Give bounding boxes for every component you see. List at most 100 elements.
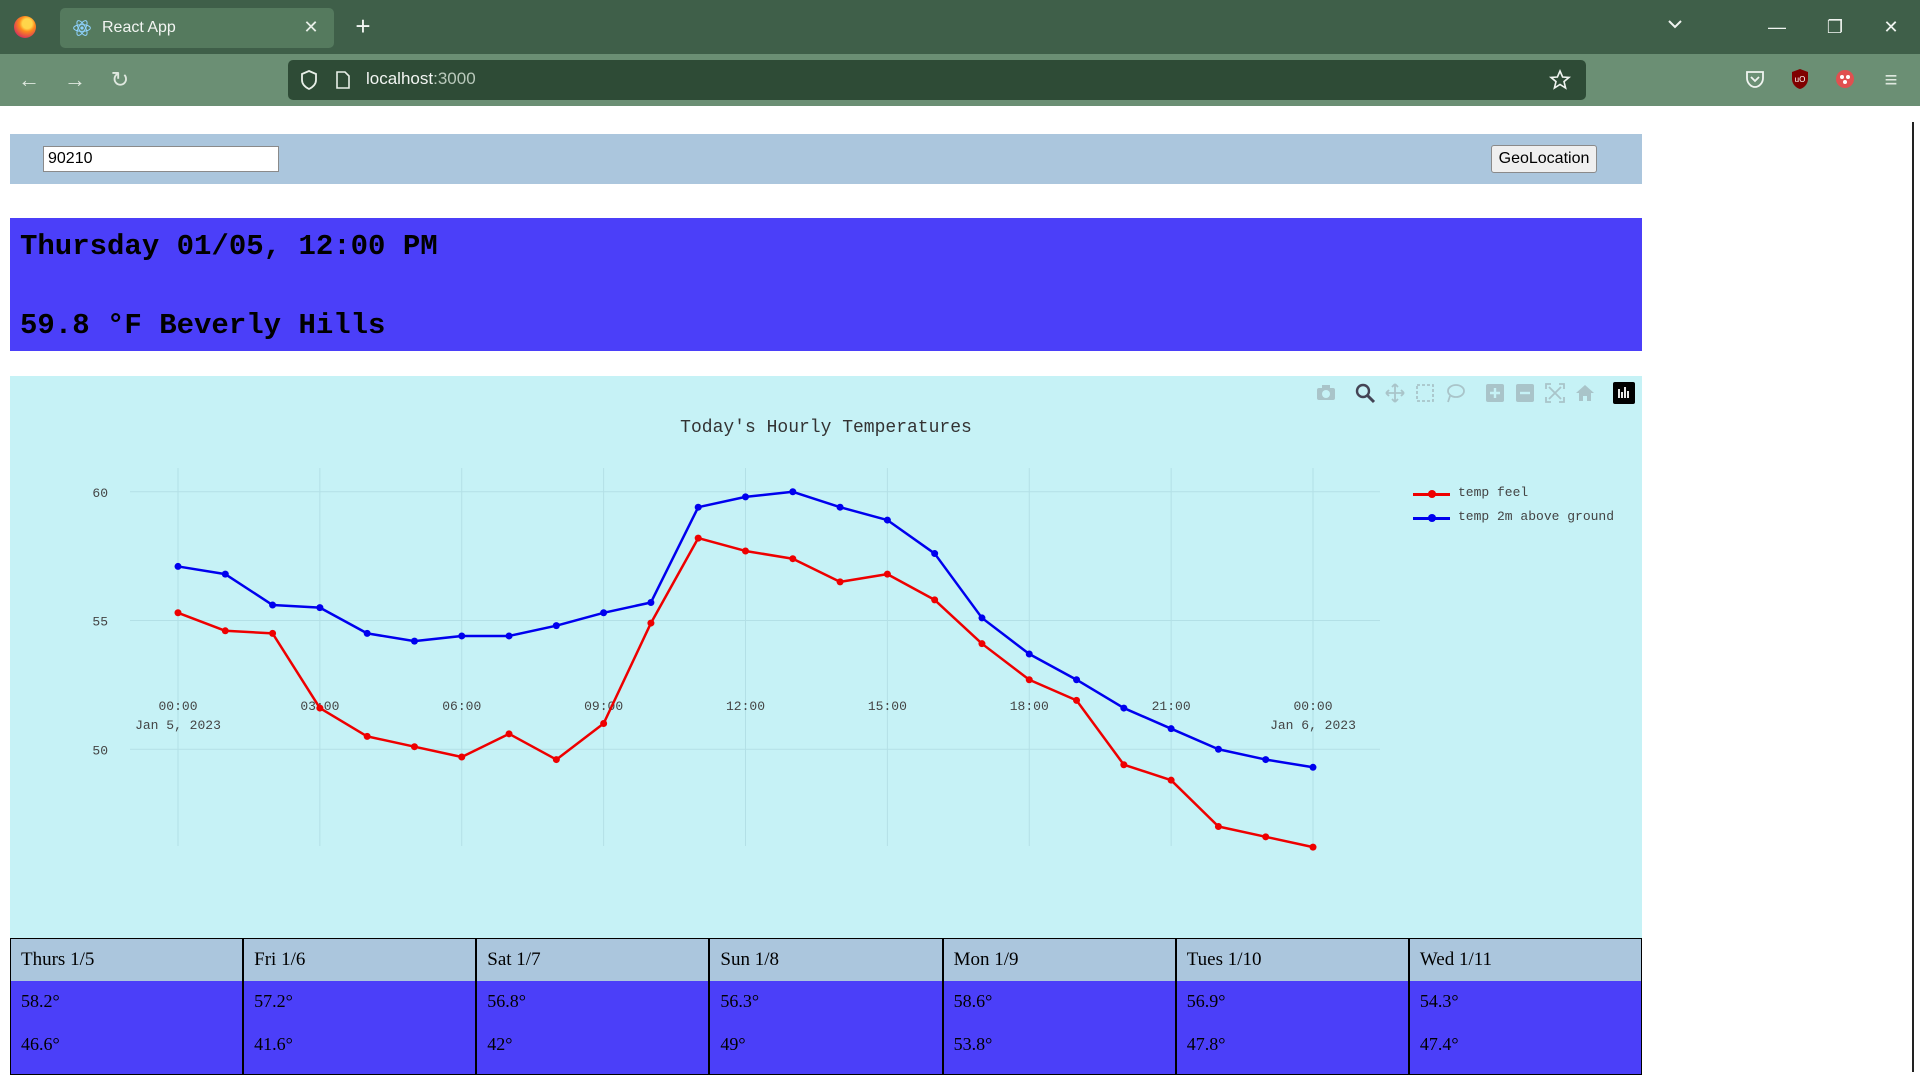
url-text[interactable]: localhost:3000 xyxy=(366,69,476,88)
back-icon[interactable]: ← xyxy=(18,67,40,92)
x-tick-label: 00:00 xyxy=(158,699,197,714)
zoom-in-icon[interactable] xyxy=(1484,382,1506,404)
data-point xyxy=(1262,756,1270,764)
data-point xyxy=(742,493,749,501)
data-point xyxy=(1309,843,1317,851)
scrollbar[interactable] xyxy=(1912,122,1914,1072)
daily-forecast: Thurs 1/5 58.2° 46.6° Fri 1/6 57.2° 41.6… xyxy=(10,938,1642,1075)
data-point xyxy=(505,730,513,738)
forward-icon[interactable]: → xyxy=(64,67,86,92)
data-point xyxy=(1120,761,1128,769)
autoscale-icon[interactable] xyxy=(1544,382,1566,404)
tab-close-icon[interactable]: ✕ xyxy=(303,17,319,37)
forecast-high: 57.2° xyxy=(254,991,293,1011)
y-tick-label: 60 xyxy=(92,486,108,501)
data-point xyxy=(883,570,891,578)
geolocation-button[interactable]: GeoLocation xyxy=(1491,145,1597,173)
x-tick-label: 15:00 xyxy=(868,699,907,714)
data-point xyxy=(221,627,229,635)
data-point xyxy=(269,601,277,609)
pocket-icon[interactable] xyxy=(1743,67,1767,91)
x-tick-label: 12:00 xyxy=(726,699,765,714)
y-tick-label: 50 xyxy=(92,743,108,758)
data-point xyxy=(174,562,182,570)
data-point xyxy=(363,629,371,637)
forecast-day-label: Fri 1/6 xyxy=(244,939,476,981)
ublock-icon[interactable]: uO xyxy=(1788,67,1812,91)
data-point xyxy=(1214,823,1222,831)
page-icon[interactable] xyxy=(334,70,352,90)
forecast-high: 58.6° xyxy=(953,991,993,1011)
forecast-low: 49° xyxy=(720,1034,746,1054)
legend-marker xyxy=(1428,490,1436,498)
data-point xyxy=(458,753,466,761)
data-point xyxy=(410,743,418,751)
browser-tab[interactable]: React App ✕ xyxy=(60,8,334,48)
x-tick-label: Jan 5, 2023 xyxy=(135,718,221,733)
data-point xyxy=(836,578,844,586)
forecast-low: 42° xyxy=(487,1034,513,1054)
react-icon xyxy=(73,20,91,36)
data-point xyxy=(789,555,797,563)
data-point xyxy=(221,570,229,578)
x-tick-label: 06:00 xyxy=(442,699,481,714)
restore-icon[interactable]: ❐ xyxy=(1826,17,1844,37)
forecast-low: 46.6° xyxy=(21,1034,60,1054)
data-point xyxy=(1167,776,1175,784)
zoom-icon[interactable] xyxy=(1354,382,1376,404)
camera-icon[interactable] xyxy=(1315,382,1337,404)
data-point xyxy=(600,720,608,728)
data-point xyxy=(1309,763,1317,771)
app-root: GeoLocation Thursday 01/05, 12:00 PM 59.… xyxy=(0,106,1920,1080)
forecast-day-label: Wed 1/11 xyxy=(1409,939,1641,981)
list-all-tabs-icon[interactable] xyxy=(1660,14,1690,40)
forecast-low: 53.8° xyxy=(953,1034,993,1054)
data-point xyxy=(742,547,749,555)
bookmark-star-icon[interactable] xyxy=(1548,68,1572,92)
lasso-select-icon[interactable] xyxy=(1444,382,1466,404)
data-point xyxy=(1025,650,1033,658)
data-point xyxy=(1214,745,1222,753)
forecast-day-label: Mon 1/9 xyxy=(943,939,1175,981)
forecast-day-label: Tues 1/10 xyxy=(1176,939,1408,981)
current-datetime: Thursday 01/05, 12:00 PM xyxy=(20,230,438,263)
x-tick-label: 18:00 xyxy=(1010,699,1049,714)
extension-icon[interactable] xyxy=(1833,67,1857,91)
pan-icon[interactable] xyxy=(1384,382,1406,404)
reload-icon[interactable]: ↻ xyxy=(110,67,130,92)
forecast-high: 58.2° xyxy=(21,991,60,1011)
plotly-logo-icon[interactable] xyxy=(1613,382,1635,404)
forecast-temps: 56.8° 42° xyxy=(477,981,709,1074)
forecast-day: Fri 1/6 57.2° 41.6° xyxy=(244,939,478,1074)
shield-icon[interactable] xyxy=(298,69,320,91)
forecast-high: 56.9° xyxy=(1186,991,1226,1011)
forecast-day-label: Sat 1/7 xyxy=(477,939,709,981)
x-tick-label: 09:00 xyxy=(584,699,623,714)
forecast-high: 56.8° xyxy=(487,991,526,1011)
data-point xyxy=(647,598,655,606)
close-window-icon[interactable]: ✕ xyxy=(1883,17,1899,37)
svg-text:uO: uO xyxy=(1795,75,1806,84)
x-tick-label: 21:00 xyxy=(1152,699,1191,714)
current-temperature: 59.8 °F Beverly Hills xyxy=(20,309,386,342)
y-tick-label: 55 xyxy=(92,615,108,630)
data-point xyxy=(1262,833,1270,841)
zip-input[interactable] xyxy=(43,146,279,172)
new-tab-icon[interactable]: + xyxy=(355,11,371,41)
box-select-icon[interactable] xyxy=(1414,382,1436,404)
reset-axes-icon[interactable] xyxy=(1574,382,1596,404)
data-point xyxy=(978,640,986,648)
data-point xyxy=(316,604,324,612)
forecast-temps: 58.2° 46.6° xyxy=(11,981,243,1074)
hourly-chart: Today's Hourly Temperatures 50 55 60 00:00 J… xyxy=(10,376,1642,939)
zoom-out-icon[interactable] xyxy=(1514,382,1536,404)
forecast-day: Wed 1/11 54.3° 47.4° xyxy=(1409,939,1641,1074)
x-tick-label: Jan 6, 2023 xyxy=(1270,718,1356,733)
data-point xyxy=(931,550,939,558)
firefox-icon[interactable] xyxy=(14,16,36,38)
minimize-icon[interactable]: — xyxy=(1768,17,1786,37)
forecast-low: 47.8° xyxy=(1186,1034,1226,1054)
url-bar[interactable]: localhost:3000 xyxy=(288,60,1586,100)
menu-icon[interactable]: ≡ xyxy=(1884,67,1898,92)
